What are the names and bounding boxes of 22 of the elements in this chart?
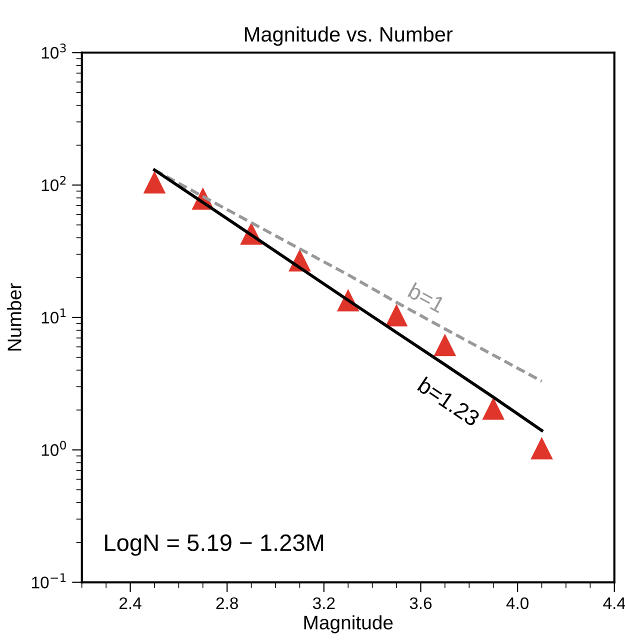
x-tick-label: 3.2	[312, 597, 335, 610]
y-tick-label: 10$^{2}$	[42, 176, 66, 192]
x-tick-label: 4.4	[603, 597, 625, 609]
y-tick-label: 10$^{3}$	[42, 44, 66, 59]
x-tick-label: 3.6	[410, 597, 432, 610]
x-tick-label: 4.0	[506, 597, 528, 610]
point	[434, 334, 456, 356]
line-series	[152, 168, 544, 432]
chart-title: Magnitude vs. Number	[245, 26, 453, 46]
point	[482, 397, 505, 420]
point	[530, 436, 553, 460]
y-tick-label: 10$^{−1}$	[32, 573, 66, 588]
y-tick-label: 10$^{0}$	[42, 440, 66, 456]
x-axis-title: Magnitude	[304, 615, 393, 634]
point	[385, 304, 408, 326]
point	[143, 171, 166, 194]
x-tick-label: 2.4	[120, 597, 142, 609]
y-axis-title: Number	[7, 283, 22, 350]
annotation: b=1	[407, 282, 446, 314]
x-tick-label: 2.8	[216, 597, 238, 610]
annotation: LogN = 5.19 − 1.23M	[105, 534, 324, 556]
y-tick-label: 10$^{1}$	[42, 308, 66, 324]
